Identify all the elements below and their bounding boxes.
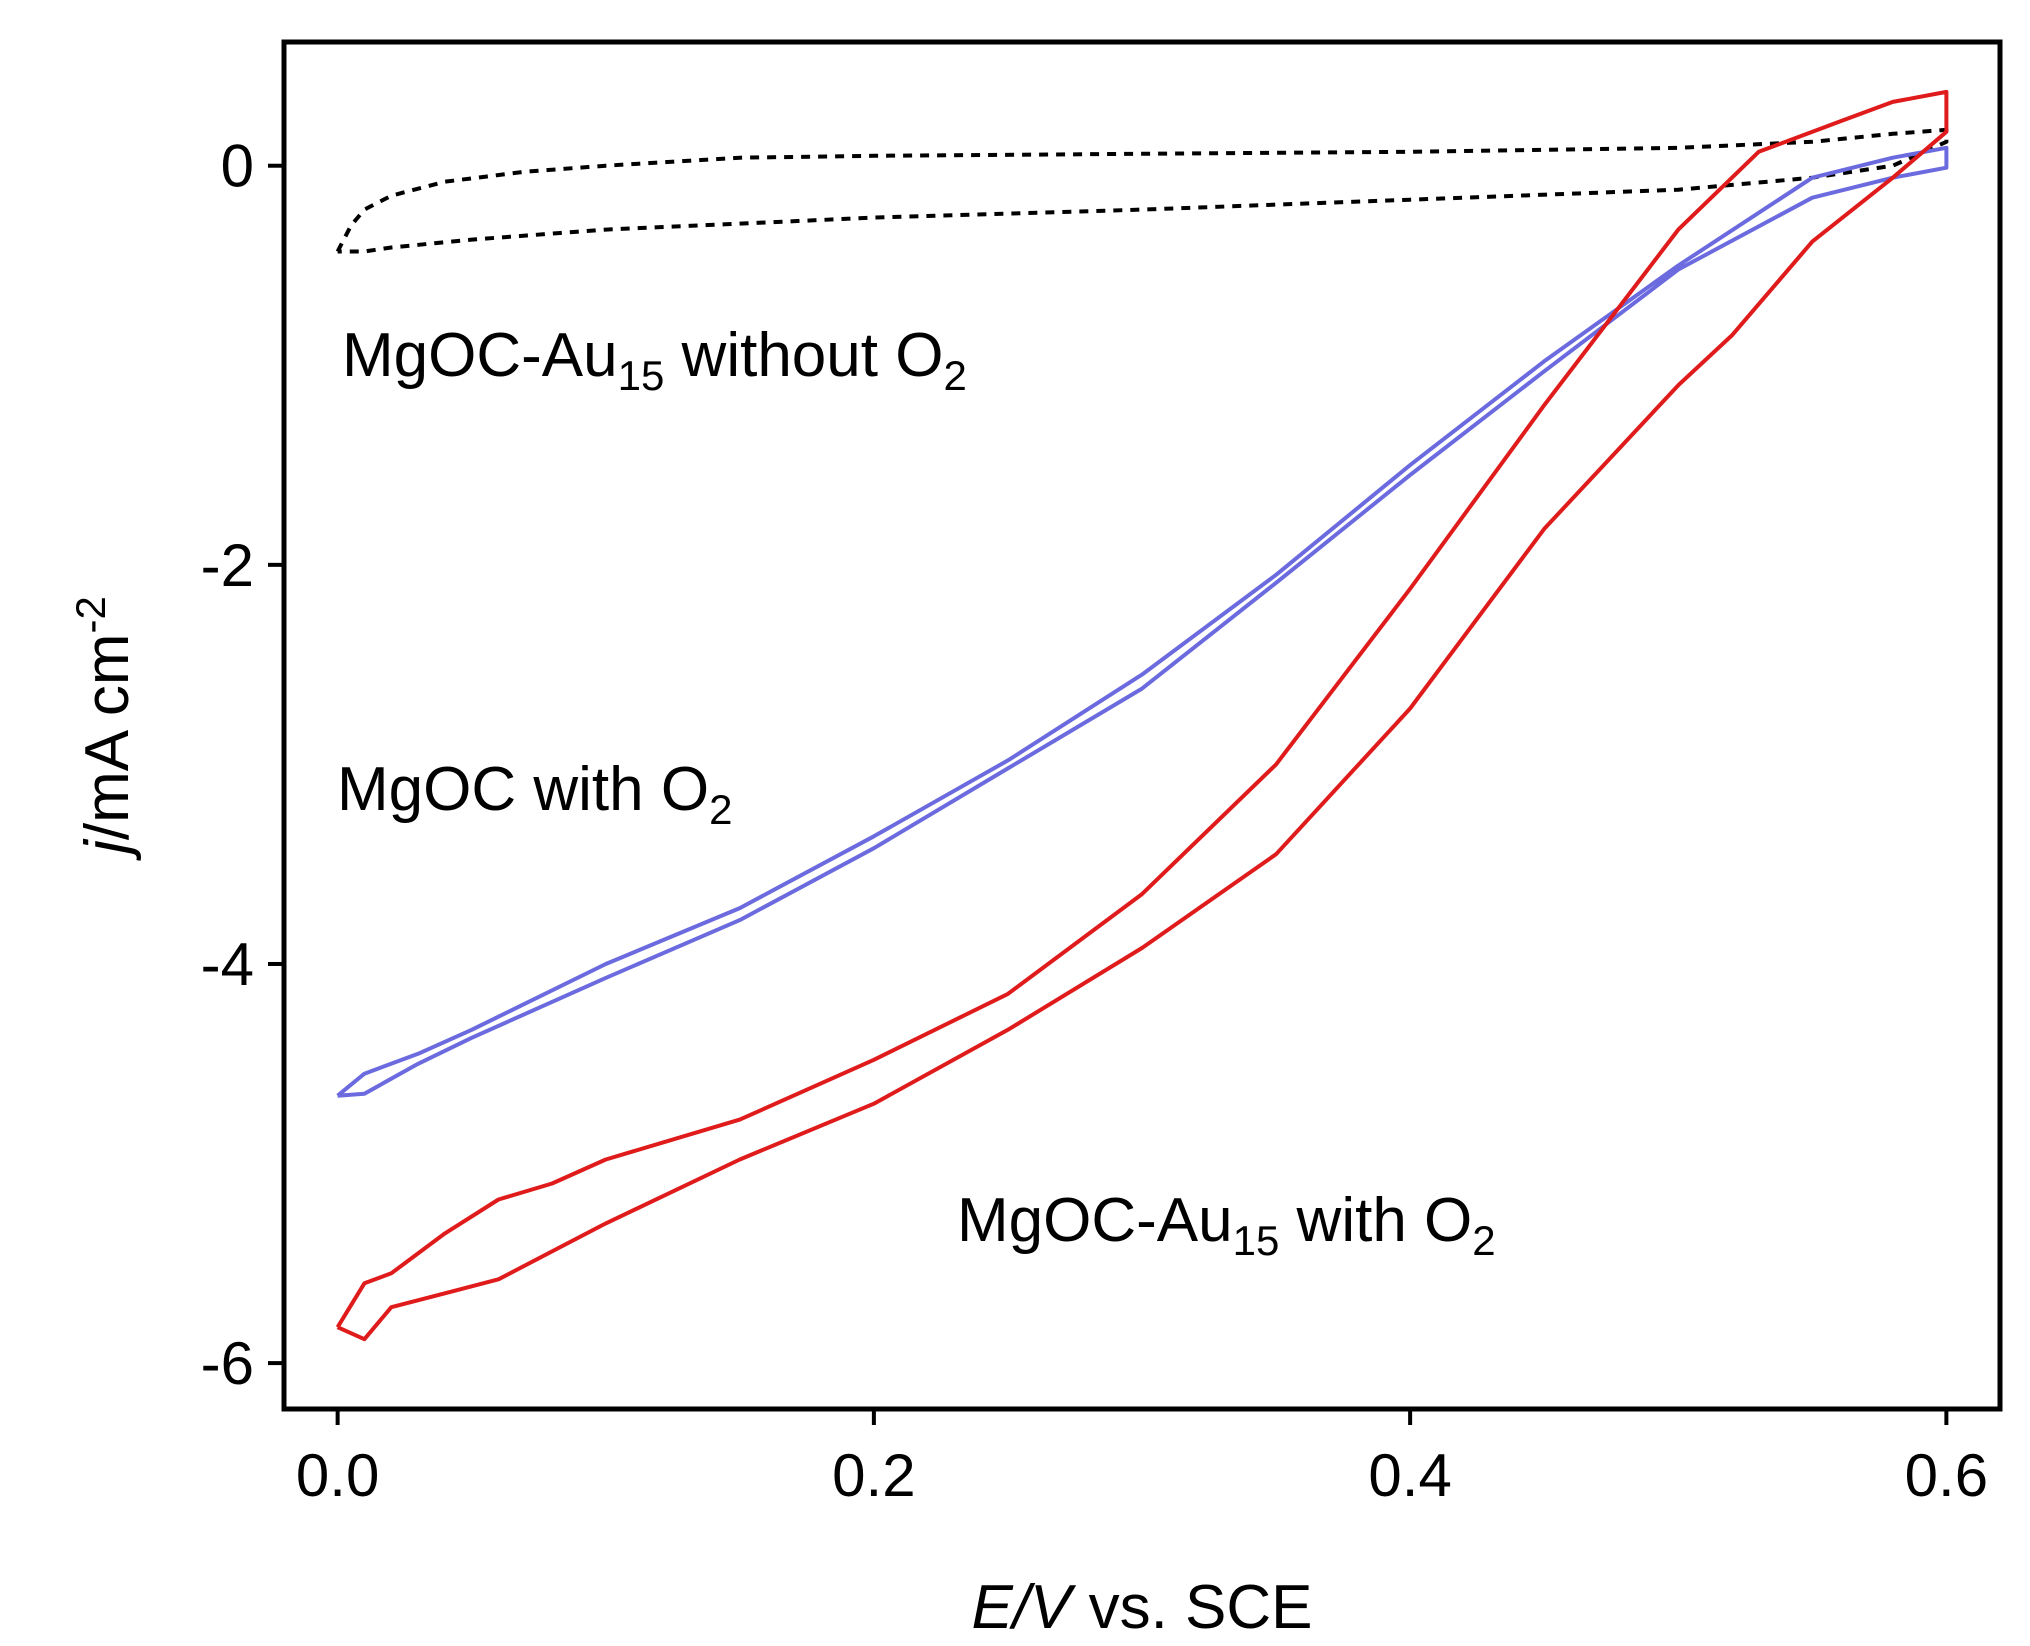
x-axis-title: E/V vs. SCE bbox=[971, 1573, 1312, 1642]
y-tick-label: -4 bbox=[201, 931, 254, 998]
y-axis-title: j/mA cm-2 bbox=[67, 596, 143, 861]
annotation-au15-without-o2: MgOC-Au15​ without O2​ bbox=[342, 321, 967, 399]
x-tick-label: 0.0 bbox=[296, 1442, 379, 1509]
series-line-au15-with-o2 bbox=[335, 89, 1949, 1342]
annotation-mgoc-with-o2: MgOC with O2​ bbox=[337, 755, 732, 833]
series-line-without-o2 bbox=[335, 127, 1949, 254]
x-tick-label: 0.6 bbox=[1905, 1442, 1988, 1509]
series-line-mgoc-with-o2 bbox=[336, 145, 1949, 1098]
y-tick-label: -6 bbox=[201, 1330, 254, 1397]
axis-ticks: 0.0 0.2 0.4 0.6 0 -2 -4 -6 bbox=[201, 133, 1988, 1509]
plot-frame bbox=[281, 39, 2003, 1412]
x-tick-label: 0.2 bbox=[832, 1442, 915, 1509]
x-tick-label: 0.4 bbox=[1368, 1442, 1451, 1509]
y-tick-label: -2 bbox=[201, 532, 254, 599]
series-lines bbox=[335, 89, 1949, 1342]
y-tick-label: 0 bbox=[221, 133, 254, 200]
annotation-au15-with-o2: MgOC-Au15​ with O2​ bbox=[957, 1186, 1496, 1264]
